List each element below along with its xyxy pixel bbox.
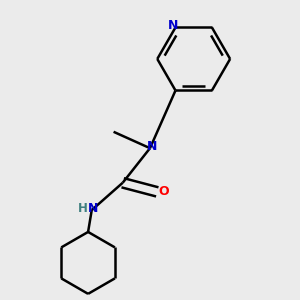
Text: N: N [88,202,99,215]
Text: O: O [158,185,169,198]
Text: N: N [147,140,157,153]
Text: H: H [78,202,88,215]
Text: N: N [168,19,178,32]
